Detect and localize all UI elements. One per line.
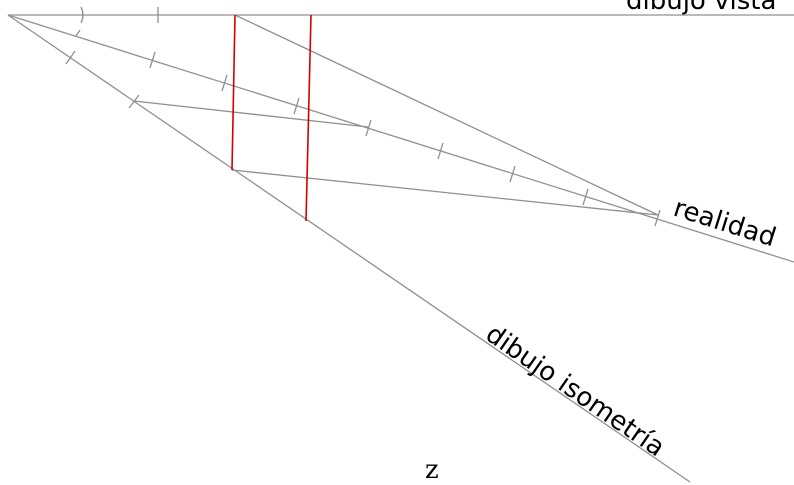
tick-isometria-2 <box>128 94 140 109</box>
tick-realidad-3 <box>221 74 228 92</box>
connector-isometria-to-realidad-mid <box>133 100 369 128</box>
projection-line-1 <box>231 14 236 171</box>
tick-realidad-1 <box>75 29 81 37</box>
connector-isometria-to-realidad <box>231 169 659 216</box>
label-z: z <box>425 455 439 485</box>
label-dibujo-vista: dibujo vista <box>626 0 776 16</box>
connector-vista-to-realidad <box>234 14 659 216</box>
axis-dibujo-isometria <box>7 14 691 483</box>
tick-realidad-4 <box>293 97 300 115</box>
tick-isometria-1 <box>65 50 76 65</box>
axis-realidad <box>7 14 794 263</box>
tick-realidad-9 <box>654 209 661 227</box>
tick-realidad-5 <box>365 119 372 137</box>
label-dibujo-isometria: dibujo isometría <box>480 319 670 463</box>
tick-realidad-2 <box>149 51 156 69</box>
tick-realidad-8 <box>582 188 589 206</box>
tick-realidad-7 <box>509 165 516 183</box>
label-realidad: realidad <box>670 193 780 253</box>
tick-realidad-6 <box>437 142 444 160</box>
projection-line-2 <box>305 14 312 222</box>
tick-vista-1 <box>80 6 84 24</box>
